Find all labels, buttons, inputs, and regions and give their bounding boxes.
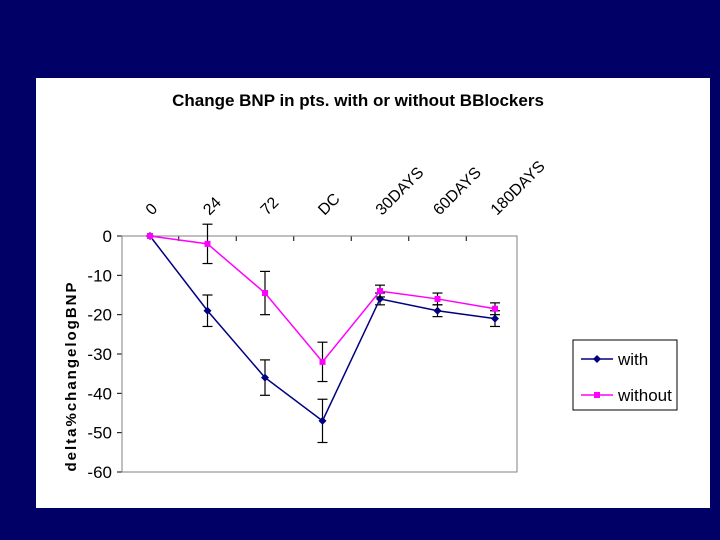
x-tick-label: DC — [315, 190, 343, 218]
series-without — [147, 223, 500, 383]
y-tick-label: -10 — [87, 266, 112, 285]
y-tick-labels: 0 -10 -20 -30 -40 -50 -60 — [87, 227, 122, 482]
data-point-without — [319, 358, 326, 365]
legend-marker-with — [593, 355, 601, 363]
x-tick-label: 24 — [200, 194, 225, 219]
x-tick-label: 60DAYS — [430, 164, 485, 219]
legend-marker-without — [594, 392, 600, 398]
series-line-with — [149, 235, 496, 423]
data-point-without — [434, 295, 441, 302]
x-tick-labels: 0 24 72 DC 30DAYS 60DAYS 180DAYS — [143, 158, 549, 241]
y-tick-label: -40 — [87, 384, 112, 403]
chart-area: Change BNP in pts. with or without BBloc… — [36, 78, 710, 508]
x-tick-label: 72 — [258, 194, 283, 219]
data-point-without — [492, 305, 498, 312]
y-axis-label: delta%changelogBNP — [63, 280, 80, 471]
legend: with without — [572, 339, 678, 411]
data-point-without — [262, 290, 268, 297]
data-point-with — [261, 373, 269, 382]
data-point-without — [204, 240, 211, 247]
y-tick-label: -20 — [87, 306, 112, 325]
y-tick-label: -60 — [87, 463, 112, 482]
legend-box — [572, 339, 678, 411]
y-tick-label: -30 — [87, 345, 112, 364]
legend-label-with: with — [617, 350, 648, 369]
series-layer — [146, 223, 500, 444]
series-with — [146, 232, 500, 444]
data-point-with — [491, 314, 499, 323]
y-tick-label: 0 — [103, 227, 112, 246]
data-point-without — [377, 288, 383, 295]
chart-svg: Change BNP in pts. with or without BBloc… — [63, 91, 678, 482]
legend-label-without: without — [617, 386, 672, 405]
y-tick-label: -50 — [87, 424, 112, 443]
chart-title: Change BNP in pts. with or without BBloc… — [172, 91, 544, 110]
x-tick-label: 180DAYS — [488, 158, 549, 219]
data-point-with — [433, 306, 442, 315]
data-point-with — [203, 306, 212, 315]
data-point-with — [318, 416, 327, 425]
data-point-without — [147, 233, 153, 239]
x-tick-label: 30DAYS — [373, 164, 428, 219]
x-tick-label: 0 — [143, 200, 161, 218]
plot-frame — [121, 235, 518, 473]
